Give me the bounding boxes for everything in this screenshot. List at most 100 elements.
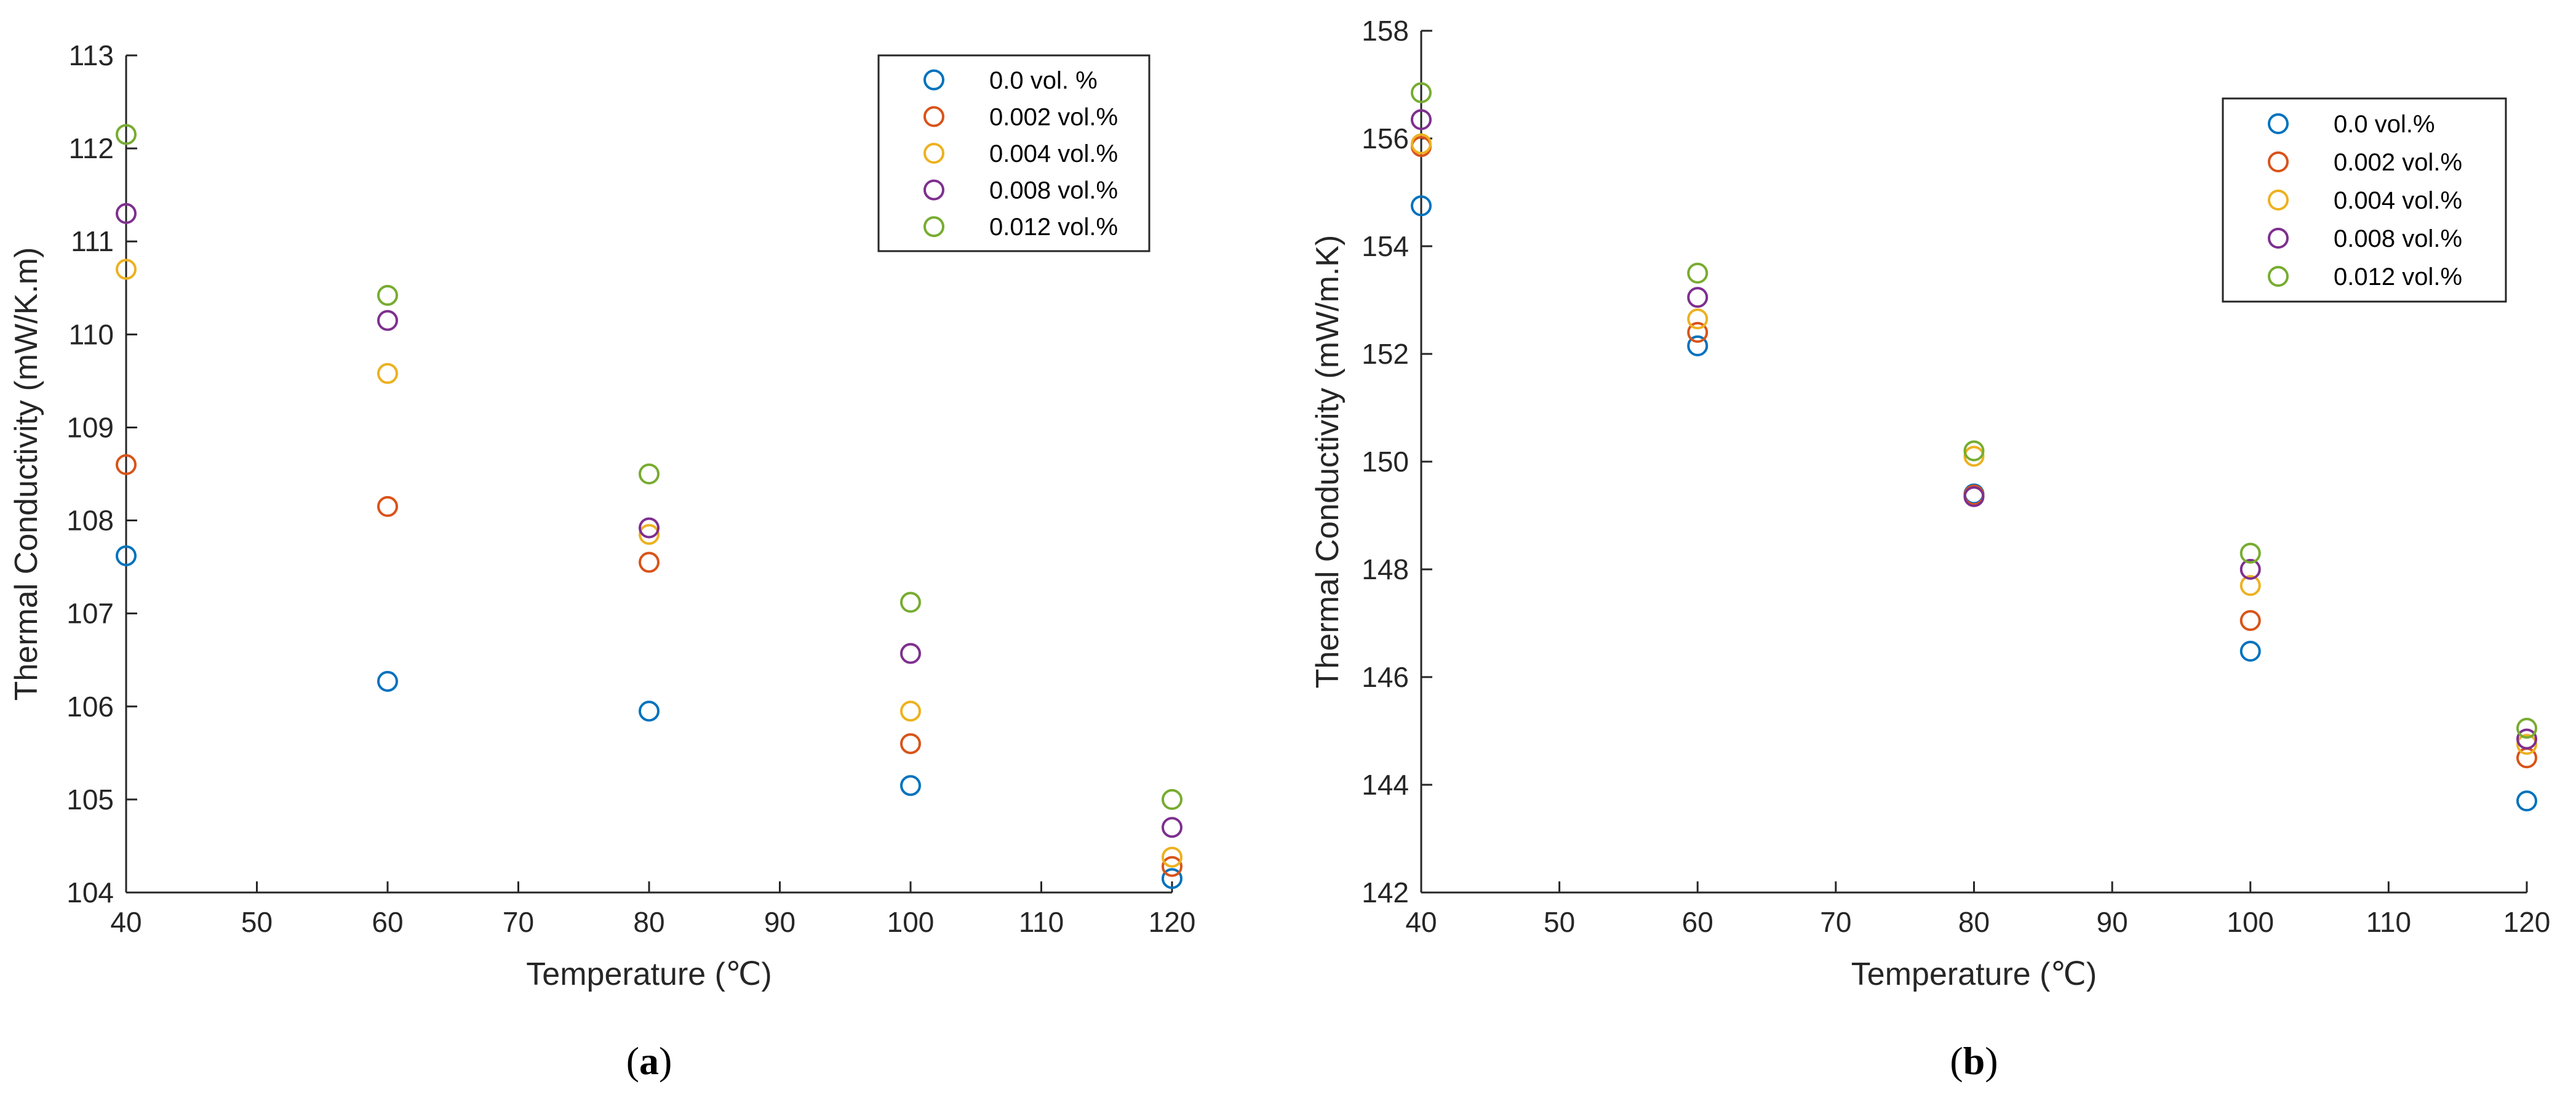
- y-tick-label: 108: [66, 505, 114, 537]
- legend-label: 0.012 vol.%: [989, 214, 1118, 241]
- data-point: [1687, 335, 1709, 356]
- x-tick-label: 50: [241, 906, 273, 938]
- data-point: [2239, 559, 2261, 580]
- data-point: [1411, 109, 1432, 130]
- y-tick-label: 156: [1362, 122, 1409, 154]
- y-axis-label: Thermal Conductivity (mW/K.m): [9, 247, 44, 701]
- data-point: [900, 775, 921, 796]
- chart-panel-b: 40 50 60 70 80 90 100 110 120 142 144 146 148 150 152 1…: [1310, 15, 2550, 1083]
- panel-label-letter: a: [639, 1039, 659, 1083]
- y-tick-label: 109: [66, 411, 114, 443]
- data-point: [1162, 856, 1182, 877]
- x-axis-label: Temperature (℃): [526, 957, 772, 992]
- data-point: [2239, 641, 2261, 662]
- x-tick-label: 80: [1958, 906, 1990, 938]
- legend-marker: [2268, 151, 2289, 172]
- legend-label: 0.008 vol.%: [989, 177, 1118, 204]
- legend-label: 0.002 vol.%: [989, 103, 1118, 130]
- legend-marker: [923, 69, 944, 90]
- legend-marker: [2268, 113, 2289, 134]
- data-point: [377, 363, 398, 384]
- legend-label: 0.0 vol. %: [989, 67, 1098, 94]
- legend-label: 0.004 vol.%: [989, 140, 1118, 167]
- x-tick-label: 70: [503, 906, 534, 938]
- data-point: [2239, 610, 2261, 632]
- data-point: [1963, 446, 1985, 467]
- panel-label-open: (: [626, 1039, 639, 1083]
- y-tick-label: 106: [66, 691, 114, 723]
- data-point: [900, 733, 921, 755]
- data-point: [2239, 575, 2261, 596]
- legend-label: 0.002 vol.%: [2334, 149, 2462, 176]
- data-point: [1963, 440, 1985, 462]
- y-tick-label: 111: [71, 225, 114, 257]
- x-tick-label: 60: [1682, 906, 1713, 938]
- y-tick-label: 104: [66, 876, 114, 908]
- data-point: [900, 643, 921, 664]
- x-tick-label: 40: [110, 906, 142, 938]
- y-tick-label: 142: [1362, 876, 1409, 908]
- y-tick-label: 113: [69, 39, 114, 71]
- data-point: [116, 203, 137, 224]
- data-point: [377, 284, 398, 306]
- legend-marker: [923, 179, 944, 201]
- x-tick-label: 90: [2097, 906, 2128, 938]
- data-point: [1162, 788, 1182, 810]
- x-tick-label: 120: [2503, 906, 2551, 938]
- data-point: [1687, 262, 1709, 284]
- x-tick-label: 60: [372, 906, 403, 938]
- data-point: [2516, 718, 2537, 739]
- data-point: [2239, 542, 2261, 564]
- x-tick-label: 50: [1544, 906, 1575, 938]
- y-tick-label: 107: [66, 598, 114, 630]
- panel-label-close: ): [659, 1039, 672, 1083]
- panel-label: (b): [1950, 1039, 1998, 1083]
- legend-marker: [2268, 228, 2289, 249]
- data-point: [377, 310, 398, 331]
- y-tick-label: 144: [1362, 769, 1409, 801]
- y-tick-label: 112: [69, 132, 114, 164]
- data-point: [1162, 817, 1182, 838]
- data-point: [1687, 322, 1709, 343]
- x-tick-label: 70: [1820, 906, 1851, 938]
- panel-label-close: ): [1985, 1039, 1998, 1083]
- y-tick-label: 148: [1362, 553, 1409, 585]
- data-point: [116, 545, 137, 566]
- y-tick-label: 154: [1362, 230, 1409, 262]
- x-tick-label: 100: [2227, 906, 2274, 938]
- data-point: [639, 463, 660, 484]
- legend-marker: [2268, 266, 2289, 287]
- legend-marker: [923, 143, 944, 164]
- legend-marker: [923, 106, 944, 127]
- x-tick-label: 40: [1405, 906, 1437, 938]
- data-point: [1963, 486, 1985, 507]
- x-tick-label: 120: [1149, 906, 1196, 938]
- data-point: [116, 454, 137, 475]
- data-point: [377, 670, 398, 692]
- legend-label: 0.012 vol.%: [2334, 263, 2462, 291]
- data-point: [639, 524, 660, 545]
- data-point: [1411, 195, 1432, 217]
- data-point: [2516, 790, 2537, 812]
- data-point: [116, 124, 137, 145]
- data-point: [639, 700, 660, 722]
- data-point: [1162, 868, 1182, 889]
- x-tick-label: 80: [633, 906, 664, 938]
- data-point: [2516, 734, 2537, 755]
- y-tick-label: 150: [1362, 446, 1409, 478]
- data-point: [1411, 133, 1432, 154]
- y-tick-label: 105: [66, 784, 114, 816]
- data-point: [377, 495, 398, 517]
- y-tick-label: 158: [1362, 15, 1409, 47]
- chart-panel-a: 40 50 60 70 80 90 100 110 120 104 105 106 107 108 109 1…: [9, 39, 1195, 1083]
- x-tick-label: 110: [2366, 906, 2411, 938]
- data-point: [1411, 82, 1432, 103]
- data-point: [2516, 728, 2537, 750]
- data-point: [639, 552, 660, 573]
- x-tick-label: 90: [764, 906, 796, 938]
- data-point: [1687, 308, 1709, 330]
- legend-label: 0.008 vol.%: [2334, 225, 2462, 252]
- legend-marker: [923, 216, 944, 238]
- panel-label: (a): [626, 1039, 672, 1083]
- data-point: [639, 517, 660, 539]
